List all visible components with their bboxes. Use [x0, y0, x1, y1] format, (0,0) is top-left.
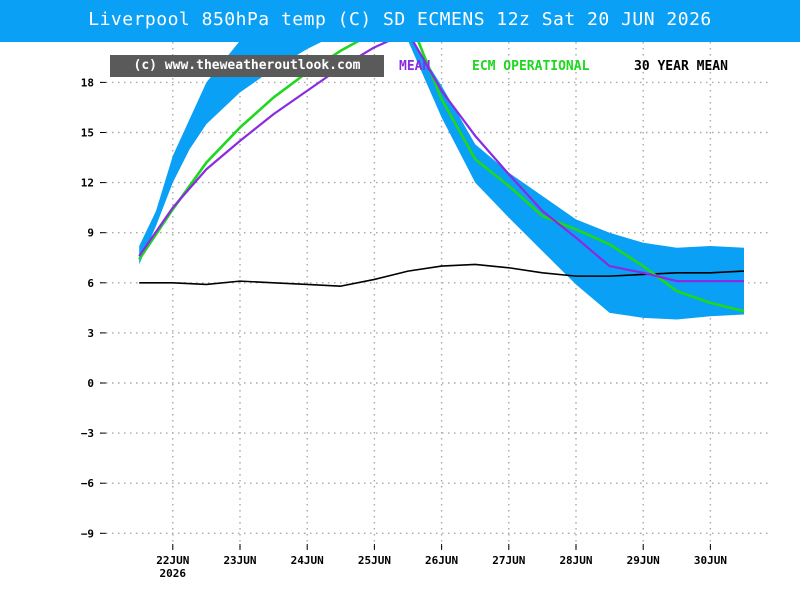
x-tick-sublabel: 2026	[160, 567, 187, 580]
y-tick-label: 9	[87, 227, 94, 240]
y-tick-label: 6	[87, 277, 94, 290]
series-line-mean	[138, 42, 744, 283]
sd-band	[139, 42, 744, 320]
y-axis: −9 −6 −3 0 3 6 9 12 15 18	[81, 76, 106, 540]
y-tick-label: 3	[87, 327, 94, 340]
y-tick-label: −9	[81, 527, 94, 540]
legend-mean: MEAN	[399, 59, 431, 74]
y-tick-label: −3	[81, 427, 94, 440]
x-tick-label: 28JUN	[559, 554, 592, 567]
y-tick-label: −6	[81, 477, 95, 490]
y-tick-label: 12	[81, 177, 94, 190]
title-bar	[0, 0, 800, 42]
y-tick-label: 18	[81, 76, 94, 89]
x-tick-label: 29JUN	[627, 554, 660, 567]
legend-ecm-operational: ECM OPERATIONAL	[472, 59, 590, 74]
x-tick-label: 25JUN	[358, 554, 391, 567]
y-tick-label: 15	[81, 127, 94, 140]
series-line-ecm-operational	[138, 42, 745, 313]
legend-30-year-mean: 30 YEAR MEAN	[634, 59, 728, 74]
x-tick-label: 30JUN	[694, 554, 727, 567]
x-tick-label: 27JUN	[492, 554, 525, 567]
y-tick-label: 0	[87, 377, 94, 390]
watermark: (c) www.theweatheroutlook.com	[110, 55, 384, 77]
chart-title: Liverpool 850hPa temp (C) SD ECMENS 12z …	[88, 9, 712, 30]
x-tick-label: 23JUN	[223, 554, 256, 567]
series-line-30-year-mean	[139, 263, 745, 287]
x-tick-label: 24JUN	[291, 554, 324, 567]
x-tick-label: 26JUN	[425, 554, 458, 567]
x-tick-label: 22JUN	[156, 554, 189, 567]
